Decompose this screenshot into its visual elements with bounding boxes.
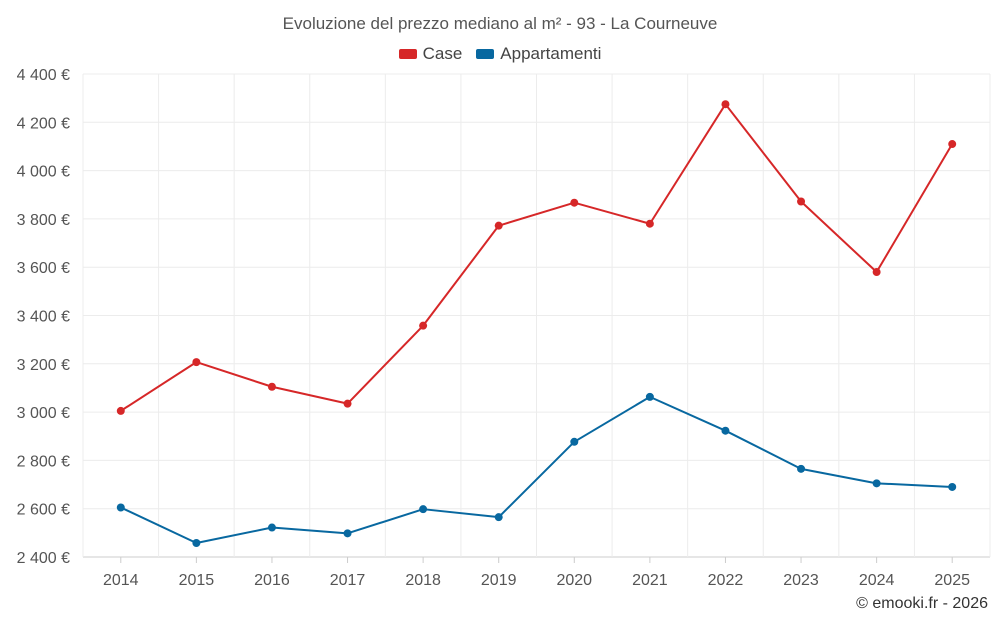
y-tick-label: 2 400 €	[17, 550, 70, 567]
x-tick-label: 2019	[481, 572, 517, 589]
data-point-appartamenti[interactable]	[948, 482, 957, 491]
data-point-case[interactable]	[116, 406, 125, 415]
x-tick-label: 2025	[934, 572, 970, 589]
x-tick-label: 2014	[103, 572, 139, 589]
y-tick-label: 3 400 €	[17, 309, 70, 326]
x-tick-label: 2018	[405, 572, 441, 589]
y-tick-label: 4 400 €	[17, 67, 70, 84]
x-tick-label: 2022	[708, 572, 744, 589]
data-point-case[interactable]	[419, 321, 428, 330]
data-point-appartamenti[interactable]	[721, 426, 730, 435]
y-tick-label: 3 600 €	[17, 260, 70, 277]
data-point-case[interactable]	[192, 358, 201, 367]
legend-swatch-case	[398, 49, 417, 59]
data-point-case[interactable]	[721, 100, 730, 109]
y-tick-label: 3 200 €	[17, 357, 70, 374]
x-tick-label: 2015	[179, 572, 215, 589]
data-point-appartamenti[interactable]	[872, 479, 881, 488]
x-tick-label: 2023	[783, 572, 819, 589]
data-point-case[interactable]	[267, 382, 276, 391]
data-point-appartamenti[interactable]	[645, 392, 654, 401]
series-lines	[120, 103, 954, 544]
x-tick-label: 2016	[254, 572, 290, 589]
x-axis-ticks: 2014 2015 2016 2017 2018 2019 2020 2021 2022 2023…	[103, 557, 970, 589]
data-point-case[interactable]	[494, 221, 503, 230]
data-point-appartamenti[interactable]	[570, 437, 579, 446]
y-axis-ticks: 2 400 € 2 600 € 2 800 € 3 000 € 3 200 € 3 400…	[17, 67, 70, 567]
data-point-case[interactable]	[948, 140, 957, 149]
x-tick-label: 2021	[632, 572, 668, 589]
legend-item-case[interactable]: Case	[398, 44, 463, 64]
data-point-case[interactable]	[872, 268, 881, 277]
legend-label-case: Case	[422, 44, 463, 63]
data-point-case[interactable]	[570, 198, 579, 207]
data-point-case[interactable]	[645, 219, 654, 228]
y-tick-label: 3 000 €	[17, 405, 70, 422]
copyright-credit: © emooki.fr - 2026	[856, 595, 988, 612]
y-tick-label: 4 200 €	[17, 115, 70, 132]
data-point-appartamenti[interactable]	[116, 503, 125, 512]
y-tick-label: 2 600 €	[17, 502, 70, 519]
y-tick-label: 3 800 €	[17, 212, 70, 229]
data-point-appartamenti[interactable]	[419, 505, 428, 514]
x-tick-label: 2024	[859, 572, 895, 589]
chart-title: Evoluzione del prezzo mediano al m² - 93…	[282, 14, 718, 33]
legend-item-appartamenti[interactable]: Appartamenti	[476, 44, 601, 64]
y-tick-label: 4 000 €	[17, 164, 70, 181]
legend-swatch-appartamenti	[476, 49, 495, 59]
data-point-appartamenti[interactable]	[192, 538, 201, 547]
data-point-appartamenti[interactable]	[494, 513, 503, 522]
x-tick-label: 2017	[330, 572, 366, 589]
series-line-appartamenti	[120, 395, 953, 544]
x-tick-label: 2020	[556, 572, 592, 589]
data-point-case[interactable]	[797, 197, 806, 206]
series-points	[116, 100, 957, 547]
y-tick-label: 2 800 €	[17, 453, 70, 470]
legend-label-appartamenti: Appartamenti	[500, 44, 602, 63]
data-point-appartamenti[interactable]	[797, 464, 806, 473]
data-point-appartamenti[interactable]	[267, 523, 276, 532]
data-point-case[interactable]	[343, 399, 352, 408]
grid-lines	[82, 73, 991, 558]
chart-legend: Case Appartamenti	[0, 44, 1000, 64]
series-line-case	[120, 103, 954, 412]
data-point-appartamenti[interactable]	[343, 529, 352, 538]
